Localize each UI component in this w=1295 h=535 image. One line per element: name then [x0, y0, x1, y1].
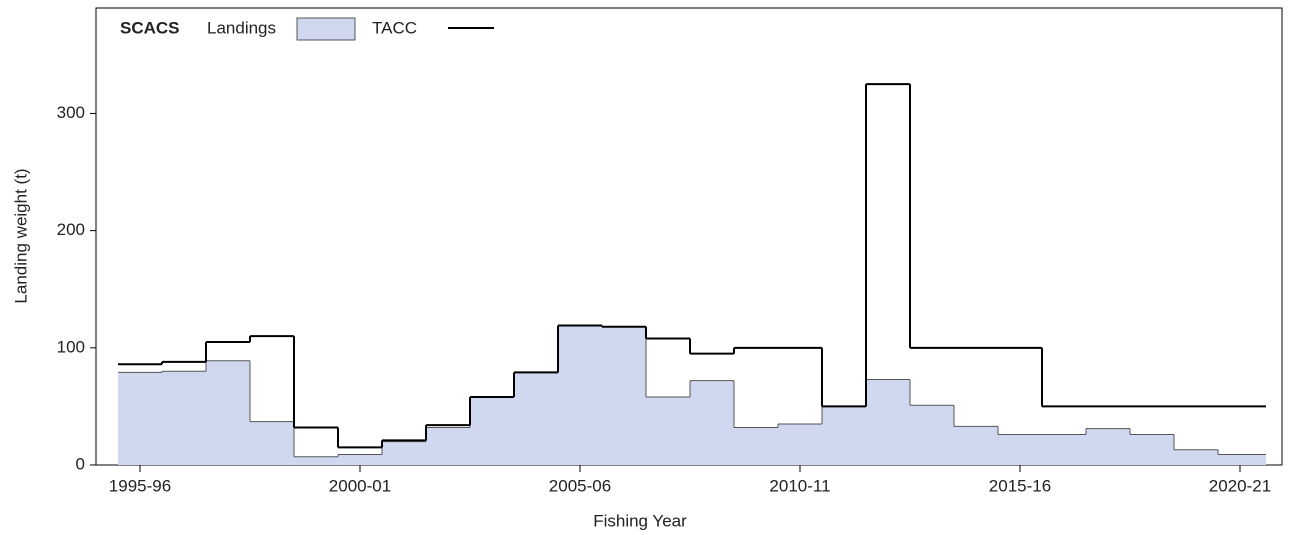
landings-bar — [118, 372, 162, 465]
landings-bar — [646, 397, 690, 465]
x-tick-label: 1995-96 — [109, 476, 171, 495]
y-tick-label: 200 — [57, 220, 85, 239]
x-tick-label: 2000-01 — [329, 476, 391, 495]
landings-bar — [866, 379, 910, 465]
landings-bar — [514, 372, 558, 465]
y-tick-label: 0 — [76, 454, 85, 473]
landings-bar — [778, 423, 822, 465]
x-tick-label: 2015-16 — [989, 476, 1051, 495]
legend-swatch — [296, 17, 356, 41]
x-tick-label: 2010-11 — [769, 476, 830, 495]
y-axis-label: Landing weight (t) — [11, 168, 30, 303]
landings-bar — [162, 371, 206, 465]
landings-bar — [954, 426, 998, 465]
landings-bar — [1218, 454, 1266, 465]
landings-bar — [998, 434, 1042, 465]
legend-label: TACC — [372, 18, 417, 37]
landings-bar — [602, 326, 646, 465]
landings-bar — [294, 456, 338, 465]
landings-bar — [690, 380, 734, 465]
landings-bar — [822, 406, 866, 465]
x-tick-label: 2005-06 — [549, 476, 611, 495]
landings-bar — [1130, 434, 1174, 465]
y-tick-label: 300 — [57, 103, 85, 122]
landings-bar — [1174, 449, 1218, 465]
landings-bar — [338, 454, 382, 465]
legend-label: Landings — [207, 18, 276, 37]
landings-bar — [558, 325, 602, 465]
landings-bar — [1086, 428, 1130, 465]
x-tick-label: 2020-21 — [1209, 476, 1271, 495]
y-tick-label: 100 — [57, 337, 85, 356]
landings-bar — [910, 405, 954, 465]
landings-bar — [206, 360, 250, 465]
landings-bar — [382, 441, 426, 465]
landings-bar — [470, 397, 514, 465]
landings-bar — [1042, 434, 1086, 465]
landings-bar — [734, 427, 778, 465]
chart-title: SCACS — [120, 18, 180, 37]
plot-frame — [95, 7, 1283, 466]
x-axis-label: Fishing Year — [593, 511, 687, 530]
landings-bar — [250, 421, 294, 465]
landings-bar — [426, 427, 470, 465]
